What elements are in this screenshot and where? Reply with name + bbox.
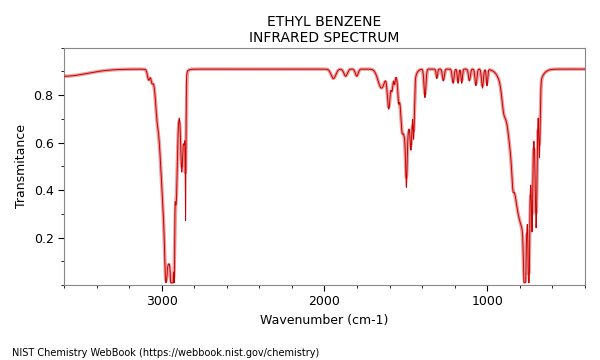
Text: NIST Chemistry WebBook (https://webbook.nist.gov/chemistry): NIST Chemistry WebBook (https://webbook.… — [12, 348, 319, 358]
Y-axis label: Transmitance: Transmitance — [15, 125, 28, 208]
Title: ETHYL BENZENE
INFRARED SPECTRUM: ETHYL BENZENE INFRARED SPECTRUM — [249, 15, 400, 45]
X-axis label: Wavenumber (cm-1): Wavenumber (cm-1) — [260, 314, 389, 327]
